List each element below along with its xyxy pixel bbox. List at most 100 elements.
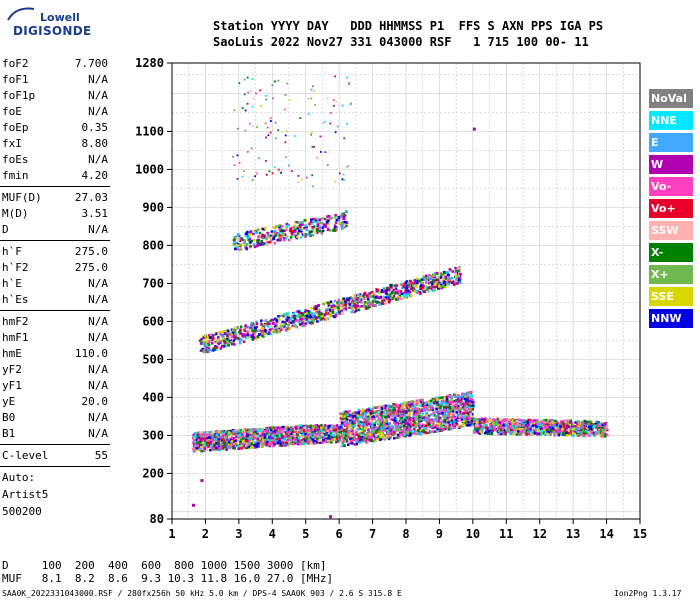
param-yf2-label: yF2 <box>2 363 22 376</box>
param-hf-value: 275.0 <box>74 245 108 258</box>
param-yf2: yF2 N/A <box>2 362 108 378</box>
param-clevel-value: 55 <box>94 449 108 462</box>
logo-lowell: Lowell <box>40 11 80 24</box>
x-tick-label: 11 <box>499 527 513 541</box>
chart-axes: 1 2 3 4 5 6 7 8 9 10 11 12 13 14 158020030040050060070… <box>135 56 647 541</box>
x-tick-label: 6 <box>336 527 343 541</box>
param-foe-value: N/A <box>88 105 108 118</box>
param-fof2: foF2 7.700 <box>2 56 108 72</box>
x-tick-label: 12 <box>532 527 546 541</box>
param-foep: foEp 0.35 <box>2 120 108 136</box>
param-hmf1-label: hmF1 <box>2 331 29 344</box>
header-line-2: SaoLuis 2022 Nov27 331 043000 RSF 1 715 … <box>213 35 589 49</box>
param-hf2-label: h`F2 <box>2 261 29 274</box>
isolated-echo <box>329 515 333 519</box>
auto-note-1: Artist5 <box>2 488 49 501</box>
x-tick-label: 13 <box>566 527 580 541</box>
param-fmin: fmin 4.20 <box>2 168 108 184</box>
param-fmin-value: 4.20 <box>81 169 109 182</box>
logo-digisonde: DIGISONDE <box>13 24 92 38</box>
param-fof1p-value: N/A <box>88 89 108 102</box>
trace-high-scatter <box>232 75 352 188</box>
param-he-value: N/A <box>88 277 108 290</box>
param-foe-label: foE <box>2 105 22 118</box>
isolated-echo <box>472 127 476 131</box>
param-hes: h`Es N/A <box>2 292 108 308</box>
legend-w: W <box>649 155 693 174</box>
param-fof1-label: foF1 <box>2 73 29 86</box>
param-hf: h`F 275.0 <box>2 244 108 260</box>
header-line-1: Station YYYY DAY DDD HHMMSS P1 FFS S AXN… <box>213 19 604 33</box>
muf-distance-row: D 100 200 400 600 800 1000 1500 3000 [km… <box>2 559 327 572</box>
footer-version: Ion2Png 1.3.17 <box>614 589 682 598</box>
x-tick-label: 3 <box>235 527 242 541</box>
param-d-value: N/A <box>88 223 108 236</box>
param-foep-label: foEp <box>2 121 29 134</box>
panel-divider <box>0 444 110 445</box>
y-tick-label: 200 <box>142 466 164 480</box>
x-tick-label: 14 <box>599 527 613 541</box>
param-fmin-label: fmin <box>2 169 29 182</box>
param-fof1: foF1 N/A <box>2 72 108 88</box>
param-fxi: fxI 8.80 <box>2 136 108 152</box>
param-foe: foE N/A <box>2 104 108 120</box>
x-tick-label: 7 <box>369 527 376 541</box>
param-fof2-value: 7.700 <box>74 57 108 70</box>
param-b1-value: N/A <box>88 427 108 440</box>
param-foep-value: 0.35 <box>81 121 109 134</box>
legend-vo: Vo+ <box>649 199 693 218</box>
param-clevel-label: C-level <box>2 449 49 462</box>
x-tick-label: 8 <box>402 527 409 541</box>
y-tick-label: 800 <box>142 238 164 252</box>
param-ye: yE 20.0 <box>2 394 108 410</box>
param-md-value: 3.51 <box>81 207 109 220</box>
legend-x: X+ <box>649 265 693 284</box>
param-clevel: C-level 55 <box>2 448 108 464</box>
param-hmf2-value: N/A <box>88 315 108 328</box>
trace-f-hop-1a <box>192 424 342 453</box>
param-fof1p-label: foF1p <box>2 89 36 102</box>
y-tick-label: 1000 <box>135 162 164 176</box>
param-b1: B1 N/A <box>2 426 108 442</box>
param-foes: foEs N/A <box>2 152 108 168</box>
legend-nnw: NNW <box>649 309 693 328</box>
param-he: h`E N/A <box>2 276 108 292</box>
param-hme-label: hmE <box>2 347 22 360</box>
param-fof1-value: N/A <box>88 73 108 86</box>
param-md: M(D) 3.51 <box>2 206 108 222</box>
param-yf1: yF1 N/A <box>2 378 108 394</box>
trace-f-hop-1b <box>339 390 475 448</box>
param-hf-label: h`F <box>2 245 22 258</box>
param-b1-label: B1 <box>2 427 16 440</box>
param-ye-value: 20.0 <box>81 395 109 408</box>
param-hmf1-value: N/A <box>88 331 108 344</box>
legend-vo: Vo- <box>649 177 693 196</box>
param-fof1p: foF1p N/A <box>2 88 108 104</box>
panel-divider <box>0 310 110 311</box>
param-he-label: h`E <box>2 277 22 290</box>
param-fxi-value: 8.80 <box>81 137 109 150</box>
legend-sse: SSE <box>649 287 693 306</box>
y-tick-label: 1100 <box>135 124 164 138</box>
y-tick-label: 900 <box>142 200 164 214</box>
param-foes-value: N/A <box>88 153 108 166</box>
param-b0-value: N/A <box>88 411 108 424</box>
y-tick-label: 1280 <box>135 56 164 70</box>
param-hmf2-label: hmF2 <box>2 315 29 328</box>
trace-f-hop-2 <box>198 265 462 354</box>
isolated-echo <box>200 479 204 483</box>
param-hme: hmE 110.0 <box>2 346 108 362</box>
param-hes-label: h`Es <box>2 293 29 306</box>
legend-e: E <box>649 133 693 152</box>
x-tick-label: 2 <box>202 527 209 541</box>
param-hmf1: hmF1 N/A <box>2 330 108 346</box>
param-fxi-label: fxI <box>2 137 22 150</box>
auto-note-0: Auto: <box>2 471 36 484</box>
param-yf2-value: N/A <box>88 363 108 376</box>
param-mufd: MUF(D) 27.03 <box>2 190 108 206</box>
param-b0-label: B0 <box>2 411 16 424</box>
param-hes-value: N/A <box>88 293 108 306</box>
panel-divider <box>0 186 110 187</box>
param-hf2-value: 275.0 <box>74 261 108 274</box>
